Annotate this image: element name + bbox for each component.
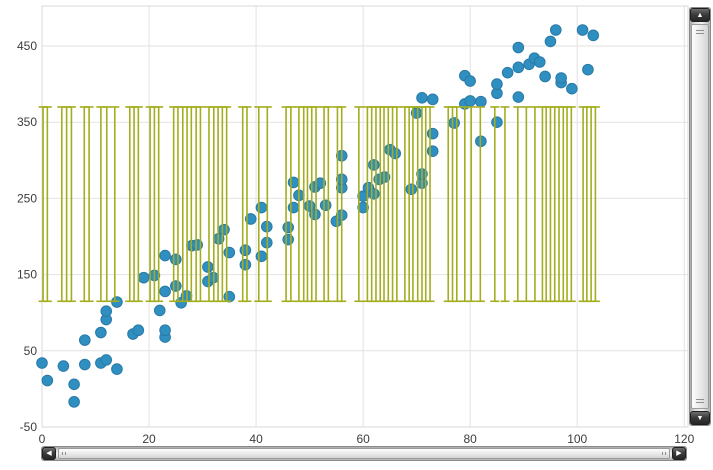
x-axis-tick-label: 0 xyxy=(39,432,46,446)
h-scroll-right-button[interactable]: ▶ xyxy=(672,447,686,460)
thumb-grip xyxy=(662,452,663,455)
v-scroll-thumb[interactable] xyxy=(691,24,709,409)
v-scroll-down-button[interactable]: ▼ xyxy=(690,411,710,425)
y-axis-tick-label: 50 xyxy=(24,344,38,358)
x-axis-tick-label: 80 xyxy=(463,432,477,446)
y-axis-tick-label: 350 xyxy=(17,115,37,129)
thumb-grip xyxy=(696,399,704,400)
x-axis-tick-label: 100 xyxy=(567,432,587,446)
y-axis-tick-label: 450 xyxy=(17,39,37,53)
plot-svg[interactable]: -50 50 150 250 350 450 0 20 40 60 80 100 120 xyxy=(0,0,713,446)
h-scroll-thumb[interactable] xyxy=(58,448,670,459)
y-axis-tick-label: 250 xyxy=(17,191,37,205)
right-arrow-icon: ▶ xyxy=(676,450,682,457)
y-axis-tick-label: 150 xyxy=(17,268,37,282)
left-arrow-icon: ◀ xyxy=(46,450,52,457)
x-axis-tick-label: 60 xyxy=(356,432,370,446)
down-arrow-icon: ▼ xyxy=(696,414,704,422)
v-scroll-up-button[interactable]: ▲ xyxy=(690,8,710,22)
thumb-grip xyxy=(696,30,704,31)
up-arrow-icon: ▲ xyxy=(696,11,704,19)
x-axis-tick-label: 120 xyxy=(674,432,694,446)
v-scrollbar[interactable]: ▲ ▼ xyxy=(689,7,711,426)
y-axis-tick-label: -50 xyxy=(20,420,38,434)
x-axis-tick-label: 20 xyxy=(142,432,156,446)
h-scroll-left-button[interactable]: ◀ xyxy=(42,447,56,460)
thumb-grip xyxy=(665,452,666,455)
thumb-grip xyxy=(696,33,704,34)
thumb-grip xyxy=(65,452,66,455)
h-scrollbar[interactable]: ◀ ▶ xyxy=(41,446,687,461)
x-axis-tick-label: 40 xyxy=(249,432,263,446)
thumb-grip xyxy=(696,402,704,403)
thumb-grip xyxy=(62,452,63,455)
